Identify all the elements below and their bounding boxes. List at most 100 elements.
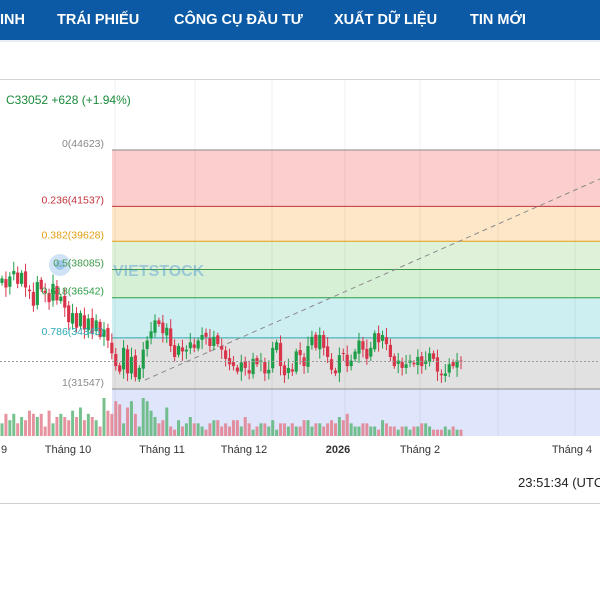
volume-bar: [333, 423, 337, 436]
volume-bar: [8, 420, 12, 436]
nav-item-cong-cu-dau-tu[interactable]: CÔNG CỤ ĐẦU TƯ: [174, 12, 303, 28]
volume-bar: [432, 429, 436, 436]
candle-body: [169, 328, 173, 346]
nav-item-xuat-du-lieu[interactable]: XUẤT DỮ LIỆU: [334, 12, 438, 28]
volume-bar: [157, 423, 161, 436]
candle-body: [161, 322, 165, 334]
candle-body: [106, 328, 110, 341]
candle-body: [133, 355, 137, 378]
volume-bar: [173, 429, 177, 436]
candle-body: [90, 317, 94, 334]
stock-chart[interactable]: VIETSTOCK 0(44623) 0.236(41537) 0.382(3962…: [0, 80, 600, 460]
volume-bar: [384, 423, 388, 436]
volume-bar: [381, 420, 385, 436]
candle-body: [224, 350, 228, 359]
candle-body: [369, 347, 373, 357]
volume-bar: [396, 429, 400, 436]
volume-bar: [137, 426, 141, 436]
volume-bar: [337, 417, 341, 436]
volume-bar: [369, 426, 373, 436]
volume-bar: [216, 420, 220, 436]
volume-bar: [349, 423, 353, 436]
volume-bar: [192, 423, 196, 436]
fib-band-0-382: [112, 241, 600, 270]
candle-body: [404, 364, 408, 368]
fib-label-0: 0(44623): [62, 138, 104, 150]
volume-bar: [55, 417, 59, 436]
volume-bar: [82, 420, 86, 436]
candle-body: [345, 354, 349, 367]
x-axis-label: 2026: [326, 444, 350, 456]
candle-body: [180, 347, 185, 352]
volume-bar: [310, 426, 314, 436]
nav-item-partial[interactable]: INH: [0, 12, 25, 28]
volume-bar: [353, 426, 357, 436]
volume-bar: [231, 420, 235, 436]
candle-body: [337, 355, 341, 373]
candle-body: [400, 362, 404, 368]
volume-bar: [326, 423, 330, 436]
volume-bar: [27, 410, 31, 436]
candle-body: [412, 362, 416, 365]
candle-body: [16, 272, 20, 284]
volume-bar: [435, 429, 439, 436]
candle-body: [271, 347, 275, 369]
candle-body: [86, 318, 90, 331]
volume-bar: [212, 420, 216, 436]
candle-body: [416, 356, 420, 366]
volume-bar: [126, 407, 130, 436]
x-axis-labels: 9 Tháng 10 Tháng 11 Tháng 12 2026 Tháng 2 Thán…: [1, 444, 592, 456]
fib-bands: [112, 150, 600, 436]
chart-canvas[interactable]: VIETSTOCK 0(44623) 0.236(41537) 0.382(3962…: [0, 80, 600, 460]
candlesticks: [0, 261, 463, 383]
candle-body: [114, 354, 118, 367]
volume-bar: [416, 426, 420, 436]
candle-body: [306, 345, 310, 367]
candle-body: [239, 362, 243, 372]
candle-body: [278, 343, 283, 367]
volume-bar: [412, 426, 416, 436]
candle-body: [82, 315, 86, 330]
fib-label-1: 1(31547): [62, 377, 104, 389]
fib-label-0-786: 0.786(34345): [42, 326, 104, 338]
candle-body: [208, 338, 212, 346]
fib-band-0-5: [112, 269, 600, 298]
fib-label-0-618: 0.618(36542): [42, 286, 104, 298]
volume-bar: [102, 398, 106, 436]
candle-body: [122, 347, 126, 370]
x-axis-label: Tháng 10: [45, 444, 91, 456]
candle-body: [318, 335, 322, 350]
volume-bar: [24, 420, 28, 436]
candle-body: [428, 353, 432, 363]
volume-bar: [404, 426, 408, 436]
volume-bar: [114, 401, 118, 436]
volume-bar: [71, 410, 75, 436]
candle-body: [43, 290, 47, 293]
candle-body: [47, 292, 51, 303]
candle-body: [349, 360, 353, 367]
candle-body: [204, 332, 208, 337]
candle-body: [4, 279, 8, 288]
fib-band-0-786: [112, 337, 600, 389]
volume-bar: [318, 423, 322, 436]
candle-body: [361, 341, 365, 350]
candle-body: [235, 367, 239, 372]
candle-body: [212, 336, 216, 346]
volume-bar: [341, 420, 345, 436]
volume-bar: [86, 413, 90, 436]
fib-lines: [112, 149, 600, 390]
candle-body: [231, 362, 236, 367]
volume-bar: [78, 407, 82, 436]
fib-band-0-236: [112, 206, 600, 242]
watermark: VIETSTOCK: [49, 254, 205, 280]
ohlc-readout: C33052 +628 (+1.94%): [6, 93, 131, 107]
volume-bar: [251, 429, 255, 436]
candle-body: [184, 349, 188, 352]
candle-body: [27, 289, 32, 292]
candle-body: [165, 327, 169, 336]
candle-body: [176, 345, 181, 355]
volume-bar: [424, 423, 428, 436]
nav-item-tin-moi[interactable]: TIN MỚI: [470, 12, 526, 28]
x-axis-label: Tháng 11: [139, 444, 185, 456]
nav-item-trai-phieu[interactable]: TRÁI PHIẾU: [57, 12, 140, 28]
